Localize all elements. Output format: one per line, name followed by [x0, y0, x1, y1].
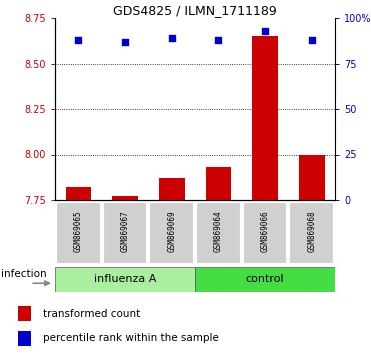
- FancyBboxPatch shape: [196, 202, 240, 263]
- Bar: [299, 154, 325, 200]
- FancyBboxPatch shape: [56, 202, 100, 263]
- Text: GSM869065: GSM869065: [74, 210, 83, 252]
- FancyBboxPatch shape: [289, 202, 333, 263]
- Text: influenza A: influenza A: [94, 274, 156, 285]
- Point: [122, 39, 128, 45]
- Bar: [112, 196, 138, 200]
- Bar: [206, 167, 231, 200]
- Text: GSM869064: GSM869064: [214, 210, 223, 252]
- Bar: [18, 331, 31, 346]
- Bar: [55, 267, 195, 292]
- FancyBboxPatch shape: [149, 202, 193, 263]
- Point: [169, 35, 175, 41]
- FancyBboxPatch shape: [103, 202, 147, 263]
- Point: [309, 37, 315, 43]
- Text: percentile rank within the sample: percentile rank within the sample: [43, 333, 219, 343]
- Point: [215, 37, 221, 43]
- Text: GSM869067: GSM869067: [121, 210, 129, 252]
- Text: GSM869066: GSM869066: [260, 210, 269, 252]
- Text: GSM869068: GSM869068: [307, 210, 316, 252]
- Point: [75, 37, 81, 43]
- Bar: [66, 187, 91, 200]
- Point: [262, 28, 268, 34]
- Text: GSM869069: GSM869069: [167, 210, 176, 252]
- Text: infection: infection: [1, 269, 47, 279]
- Bar: [252, 36, 278, 200]
- Title: GDS4825 / ILMN_1711189: GDS4825 / ILMN_1711189: [113, 4, 277, 17]
- Bar: [159, 178, 184, 200]
- Text: transformed count: transformed count: [43, 309, 141, 319]
- Bar: [195, 267, 335, 292]
- Bar: [18, 306, 31, 321]
- FancyBboxPatch shape: [243, 202, 286, 263]
- Text: control: control: [246, 274, 284, 285]
